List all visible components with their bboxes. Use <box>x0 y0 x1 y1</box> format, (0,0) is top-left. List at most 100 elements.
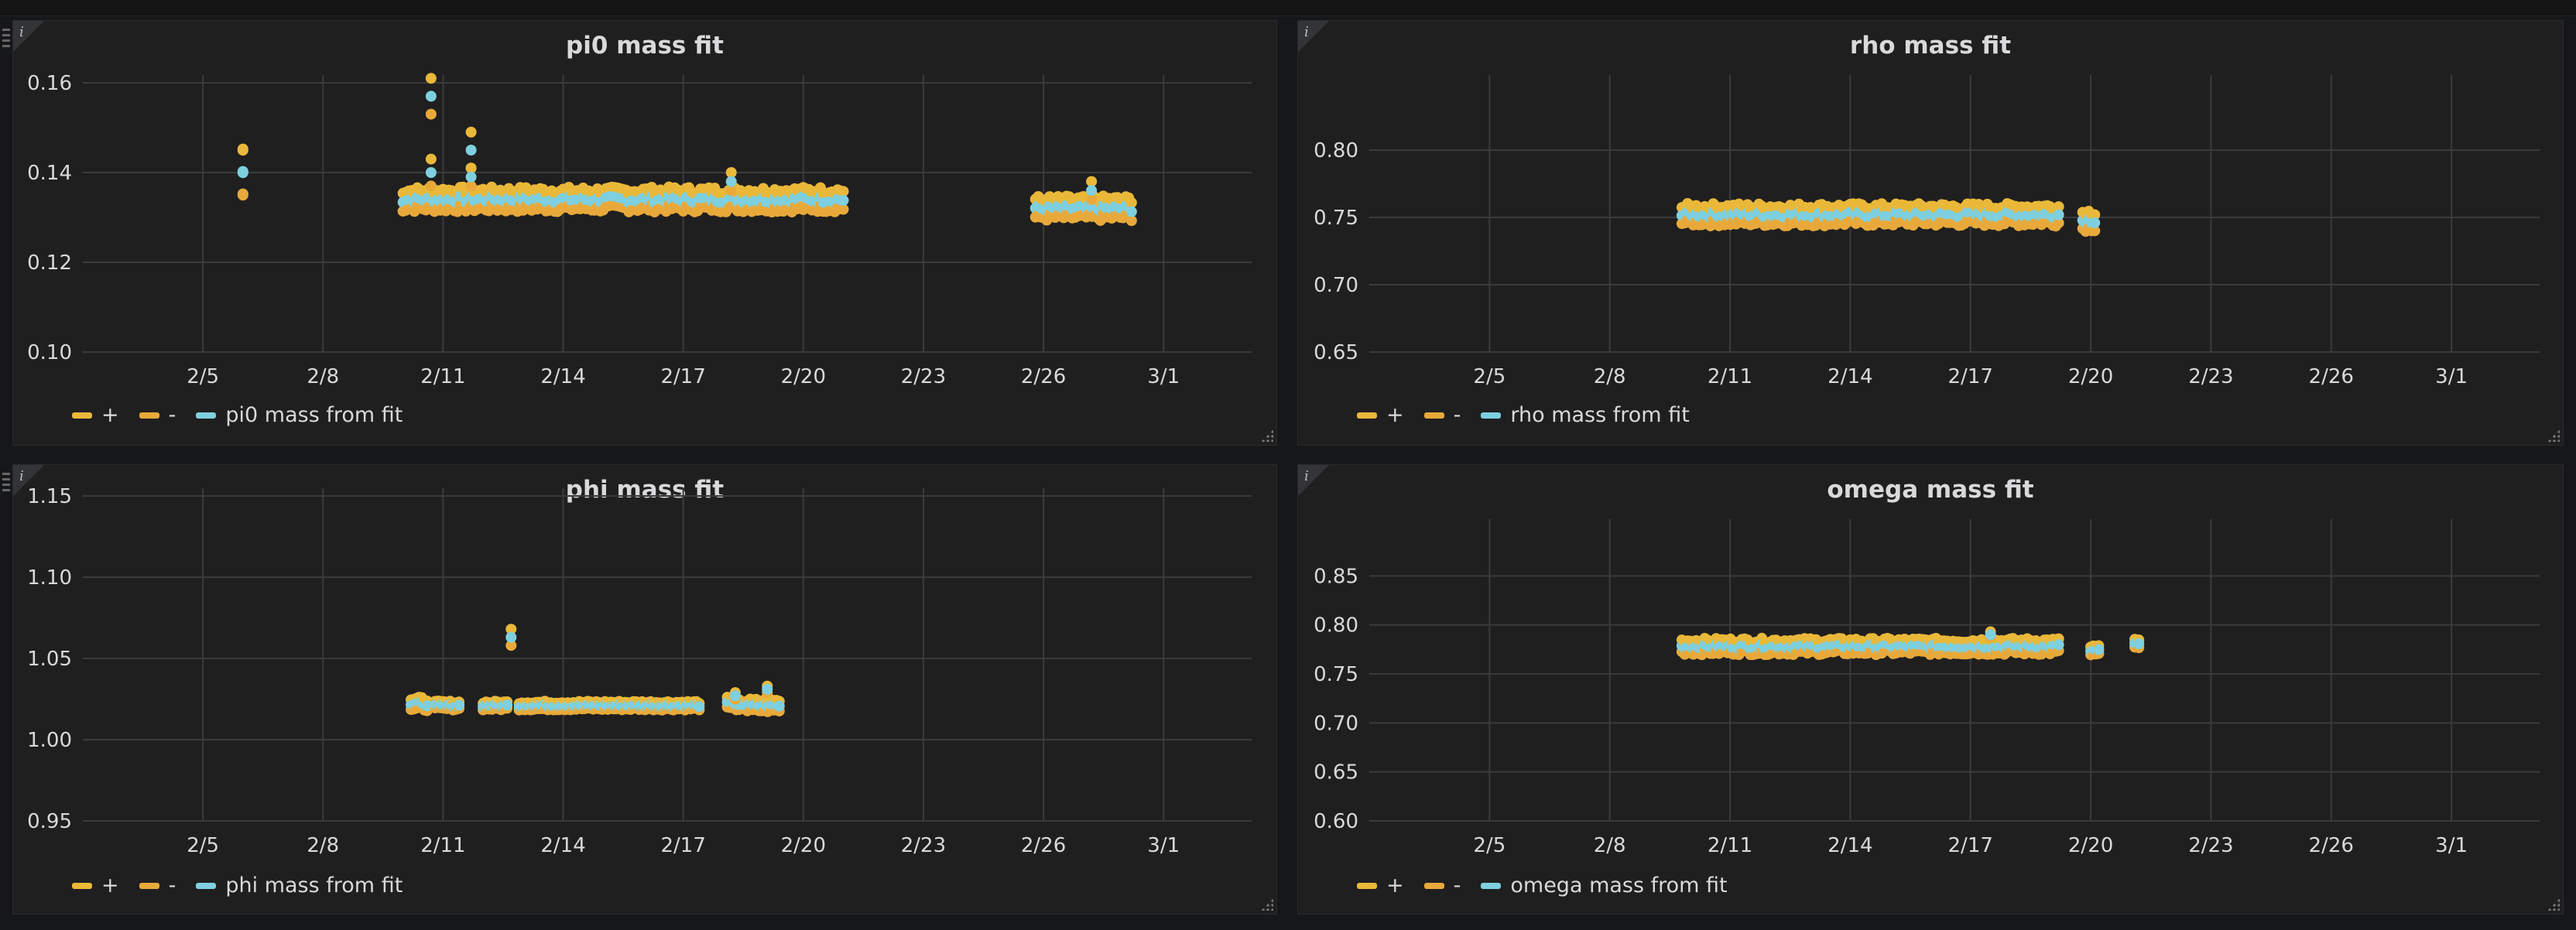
legend-label: pi0 mass from fit <box>225 403 403 427</box>
drag-handle-icon[interactable] <box>2 29 10 49</box>
legend-item-fit[interactable]: rho mass from fit <box>1481 403 1690 427</box>
x-tick-label: 2/17 <box>1948 365 1993 388</box>
y-tick-label: 0.10 <box>27 341 72 364</box>
swatch-icon <box>1423 882 1444 889</box>
series-lower-point <box>838 203 849 215</box>
series-fit-point <box>2053 639 2064 651</box>
series-fit-point <box>2093 644 2105 655</box>
x-tick-label: 3/1 <box>2435 834 2468 857</box>
x-tick-label: 2/8 <box>1594 365 1626 388</box>
series-fit-point <box>838 194 849 206</box>
y-tick-label: 0.65 <box>1314 761 1358 785</box>
y-tick-label: 0.75 <box>1314 207 1358 230</box>
y-tick-label: 0.60 <box>1314 810 1358 833</box>
series-upper-point <box>838 186 849 197</box>
series-fit-point <box>1125 206 1137 217</box>
legend-item-plus[interactable]: + <box>72 874 119 898</box>
spike-fit-point <box>1086 185 1098 197</box>
y-tick-label: 0.70 <box>1314 712 1358 735</box>
swatch-icon <box>72 882 92 889</box>
spike-upper-point <box>505 624 517 635</box>
series-fit-point <box>2053 209 2064 221</box>
spike-fit-point <box>762 683 773 695</box>
legend-label: rho mass from fit <box>1510 403 1690 427</box>
x-tick-label: 2/26 <box>2309 365 2354 388</box>
swatch-icon <box>1481 882 1502 889</box>
x-tick-label: 3/1 <box>1147 365 1180 388</box>
y-tick-label: 0.12 <box>27 251 72 275</box>
plot-area: 0.65 0.70 0.75 0.80 2/5 2/8 2/11 2/14 2/17 2/20 2/… <box>1314 75 2540 388</box>
swatch-icon <box>139 882 159 889</box>
x-tick-label: 2/8 <box>307 365 339 388</box>
panel-title: rho mass fit <box>1849 32 2012 60</box>
series-lower-point <box>2089 225 2101 237</box>
plot-area: 0.10 0.12 0.14 0.16 2/5 2/8 2/11 2/14 2/17 2/20 2/… <box>27 72 1252 388</box>
spike-upper-point <box>425 73 437 84</box>
plot-area: 0.60 0.65 0.70 0.75 0.80 0.85 2/5 2/8 2/11 2/14 2/… <box>1314 519 2540 857</box>
x-tick-label: 2/26 <box>1021 834 1066 857</box>
spike-lower-point <box>425 108 437 120</box>
x-tick-label: 2/23 <box>2188 365 2233 388</box>
x-tick-label: 2/20 <box>2068 365 2113 388</box>
x-tick-label: 2/14 <box>540 834 585 857</box>
info-icon[interactable]: i <box>19 24 24 40</box>
swatch-icon <box>1481 412 1502 419</box>
legend-item-minus[interactable]: - <box>1423 874 1461 898</box>
info-icon[interactable]: i <box>1304 24 1309 40</box>
legend-label: omega mass from fit <box>1510 874 1728 898</box>
legend-item-fit[interactable]: omega mass from fit <box>1481 874 1728 898</box>
spike-fit-point <box>1985 629 1996 641</box>
panel-phi-mass-fit[interactable]: i phi mass fit 0.95 1.00 1.05 1.10 1.15 2/5 2/… <box>2 464 1277 915</box>
swatch-icon <box>196 412 217 419</box>
swatch-icon <box>139 412 159 419</box>
panel-corner <box>13 465 44 496</box>
legend-item-minus[interactable]: - <box>139 874 176 898</box>
legend-item-plus[interactable]: + <box>72 403 119 427</box>
series-upper-point <box>237 143 248 155</box>
swatch-icon <box>1357 882 1377 889</box>
legend-label: phi mass from fit <box>225 874 403 898</box>
panel-title: omega mass fit <box>1827 476 2034 504</box>
series-lower-point <box>1125 215 1137 227</box>
legend-item-plus[interactable]: + <box>1357 874 1404 898</box>
series-fit-point <box>773 700 785 712</box>
legend-item-plus[interactable]: + <box>1357 403 1404 427</box>
y-tick-label: 0.85 <box>1314 565 1358 588</box>
panel-pi0-mass-fit[interactable]: i pi0 mass fit 0.10 0.12 0.14 0.16 2/5 2/8 2/1… <box>2 20 1277 446</box>
legend-item-minus[interactable]: - <box>1423 403 1461 427</box>
panel-rho-mass-fit[interactable]: i rho mass fit 0.65 0.70 0.75 0.80 2/5 2/8 2/1… <box>1297 20 2564 446</box>
x-tick-label: 2/17 <box>1948 834 1993 857</box>
legend: + - pi0 mass from fit <box>72 403 402 427</box>
panel-title: phi mass fit <box>565 476 724 504</box>
spike-lower-point <box>465 180 477 192</box>
spike-fit-point <box>465 171 477 183</box>
legend-label: + <box>1386 874 1404 898</box>
spike-lower-point <box>1086 193 1098 205</box>
x-tick-label: 2/20 <box>2068 834 2113 857</box>
spike-upper-point <box>725 167 737 178</box>
drag-handle-icon[interactable] <box>2 473 10 493</box>
legend-item-fit[interactable]: pi0 mass from fit <box>196 403 402 427</box>
x-tick-label: 2/23 <box>901 365 946 388</box>
y-tick-label: 0.75 <box>1314 663 1358 686</box>
spike-upper-point <box>465 162 477 174</box>
x-tick-label: 2/26 <box>2309 834 2354 857</box>
y-tick-label: 0.70 <box>1314 274 1358 297</box>
y-tick-label: 0.14 <box>27 162 72 185</box>
y-tick-label: 1.15 <box>27 485 72 508</box>
info-icon[interactable]: i <box>1304 468 1309 484</box>
x-tick-label: 2/17 <box>660 834 705 857</box>
x-tick-label: 2/5 <box>1473 834 1506 857</box>
legend-item-minus[interactable]: - <box>139 403 176 427</box>
spike-lower-point <box>425 180 437 192</box>
swatch-icon <box>196 882 217 889</box>
x-tick-label: 2/23 <box>901 834 946 857</box>
series-upper-point <box>2089 209 2101 221</box>
spike-fit-point <box>425 91 437 102</box>
plot-area: 0.95 1.00 1.05 1.10 1.15 2/5 2/8 2/11 2/14 2/17 2/… <box>27 485 1252 857</box>
y-tick-label: 0.65 <box>1314 341 1358 364</box>
x-tick-label: 2/5 <box>187 834 219 857</box>
info-icon[interactable]: i <box>19 468 24 484</box>
legend-item-fit[interactable]: phi mass from fit <box>196 874 402 898</box>
panel-omega-mass-fit[interactable]: i omega mass fit 0.60 0.65 0.70 0.75 0.80 0.8… <box>1297 464 2564 915</box>
